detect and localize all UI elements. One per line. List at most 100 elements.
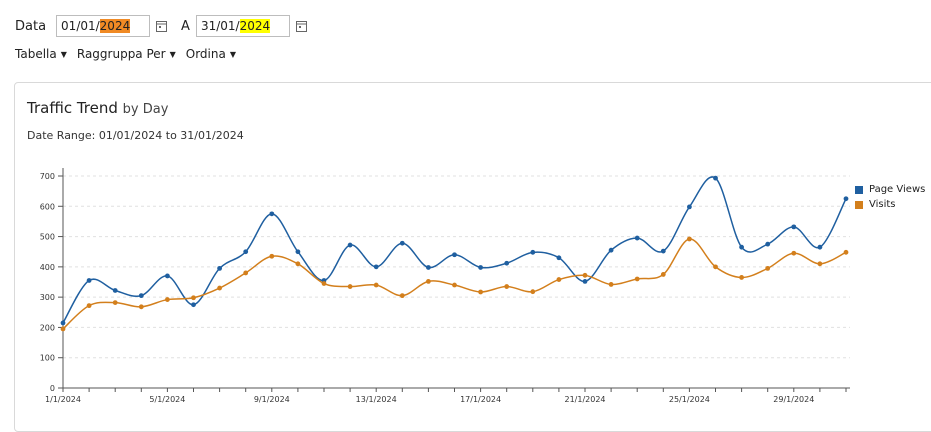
data-point <box>191 295 196 301</box>
to-date-year: 2024 <box>239 19 271 33</box>
data-point <box>765 241 771 247</box>
table-menu[interactable]: Tabella ▼ <box>15 47 67 61</box>
chart-title-suffix: by Day <box>122 102 169 117</box>
data-point <box>582 272 588 278</box>
data-point <box>347 284 353 289</box>
y-tick-label: 400 <box>40 263 55 272</box>
legend-swatch <box>855 185 863 194</box>
data-point <box>426 278 431 284</box>
data-point <box>60 326 66 332</box>
to-date-prefix: 31/01/ <box>200 19 240 33</box>
x-tick-label: 9/1/2024 <box>254 395 290 404</box>
data-point <box>843 196 849 202</box>
legend-label: Visits <box>869 199 896 210</box>
data-point <box>713 264 718 270</box>
data-point <box>217 285 223 291</box>
data-point <box>660 272 666 277</box>
data-point <box>739 244 744 250</box>
data-point <box>687 204 692 210</box>
toolbar-menu: Tabella ▼ Raggruppa Per ▼ Ordina ▼ <box>15 47 236 61</box>
y-tick-label: 700 <box>40 172 55 181</box>
chart-title: Traffic Trend <box>27 99 118 117</box>
card-title: Traffic Trend by Day <box>27 99 168 117</box>
data-point <box>452 282 457 288</box>
data-point <box>269 253 275 259</box>
caret-down-icon: ▼ <box>169 49 176 59</box>
data-point <box>321 281 327 286</box>
data-point <box>530 289 536 295</box>
data-point <box>791 224 797 230</box>
to-label: A <box>181 18 190 34</box>
data-point <box>399 293 405 299</box>
data-point <box>243 249 249 255</box>
calendar-icon[interactable] <box>295 20 307 32</box>
date-range-text: Date Range: 01/01/2024 to 31/01/2024 <box>27 129 244 142</box>
date-filter-row: Data 01/01/2024 A 31/01/2024 <box>15 14 307 38</box>
x-tick-label: 1/1/2024 <box>45 395 81 404</box>
x-tick-label: 5/1/2024 <box>149 395 185 404</box>
data-point <box>165 297 170 302</box>
group-by-menu[interactable]: Raggruppa Per ▼ <box>77 47 176 61</box>
to-date-input[interactable]: 31/01/2024 <box>195 15 290 37</box>
x-tick-label: 17/1/2024 <box>460 395 501 404</box>
data-point <box>556 277 562 282</box>
data-point <box>86 278 92 283</box>
x-tick-label: 25/1/2024 <box>669 395 710 404</box>
data-point <box>138 304 144 310</box>
legend-item-page-views[interactable]: Page Views <box>855 184 925 195</box>
from-date-prefix: 01/01/ <box>61 19 100 33</box>
caret-down-icon: ▼ <box>229 49 236 59</box>
data-point <box>452 252 457 258</box>
data-point <box>60 320 66 326</box>
chart-legend: Page Views Visits <box>855 184 925 214</box>
data-point <box>191 302 196 308</box>
y-tick-label: 200 <box>40 323 55 332</box>
data-point <box>791 250 797 256</box>
from-date-input[interactable]: 01/01/2024 <box>56 15 151 37</box>
data-point <box>295 249 301 255</box>
data-point <box>504 284 510 289</box>
data-point <box>817 261 823 267</box>
y-tick-label: 300 <box>40 293 55 302</box>
data-point <box>373 282 379 288</box>
x-tick-label: 29/1/2024 <box>773 395 814 404</box>
from-date-year: 2024 <box>99 19 131 33</box>
y-tick-label: 500 <box>40 233 55 242</box>
caret-down-icon: ▼ <box>60 49 67 59</box>
data-point <box>713 175 718 181</box>
data-point <box>243 270 249 276</box>
y-tick-label: 100 <box>40 354 55 363</box>
x-tick-label: 21/1/2024 <box>564 395 605 404</box>
data-point <box>478 289 483 295</box>
legend-item-visits[interactable]: Visits <box>855 199 925 210</box>
sort-menu-label: Ordina <box>185 47 226 61</box>
data-point <box>112 300 118 305</box>
series-line-page-views <box>62 176 847 324</box>
data-point <box>217 265 223 271</box>
data-point <box>86 303 92 309</box>
data-point <box>608 282 614 287</box>
data-point <box>295 261 301 267</box>
data-point <box>347 242 353 248</box>
data-point <box>269 211 275 217</box>
data-point <box>426 265 431 270</box>
y-tick-label: 0 <box>50 384 55 393</box>
x-tick-label: 13/1/2024 <box>356 395 397 404</box>
data-point <box>556 255 562 261</box>
data-point <box>843 249 849 255</box>
legend-swatch <box>855 200 863 209</box>
calendar-icon[interactable] <box>156 20 168 32</box>
legend-label: Page Views <box>869 184 926 195</box>
data-point <box>660 248 666 254</box>
sort-menu[interactable]: Ordina ▼ <box>186 47 236 61</box>
y-tick-label: 600 <box>40 202 55 211</box>
data-point <box>478 265 483 270</box>
data-point <box>634 235 640 241</box>
data-point <box>165 273 170 279</box>
data-point <box>687 236 692 242</box>
data-point <box>739 275 744 280</box>
data-point <box>399 240 405 246</box>
data-point <box>817 244 823 250</box>
group-by-menu-label: Raggruppa Per <box>76 47 166 61</box>
